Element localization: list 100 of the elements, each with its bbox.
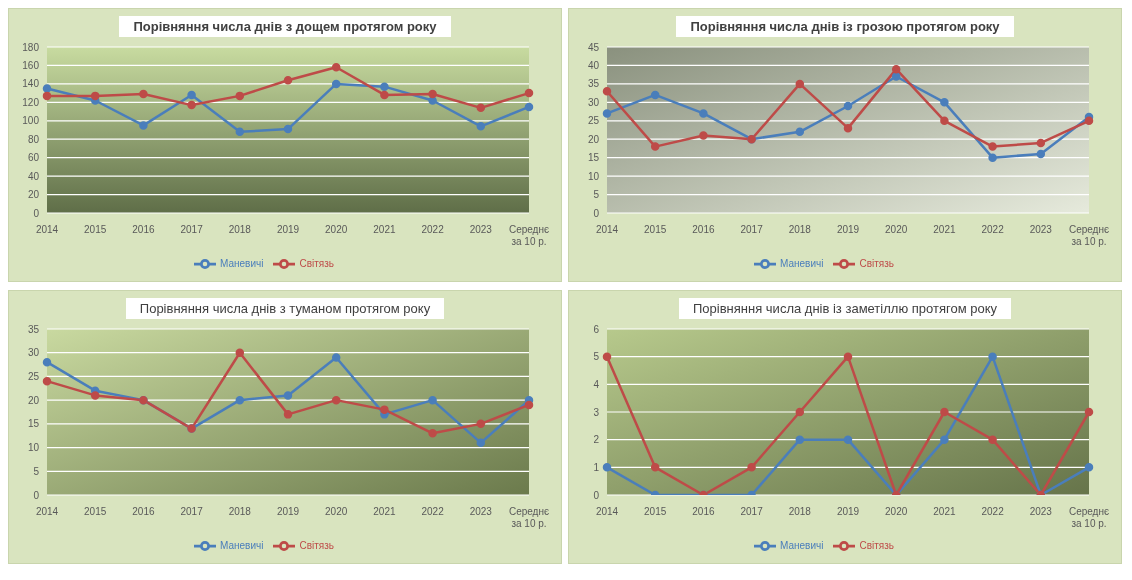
point xyxy=(139,89,148,99)
x-tick-label: 2014 xyxy=(595,506,619,517)
y-tick-label: 40 xyxy=(587,59,600,71)
point xyxy=(795,79,805,89)
point xyxy=(747,463,756,472)
point xyxy=(843,101,853,111)
point xyxy=(843,435,853,444)
point xyxy=(602,352,612,361)
x-tick-label: 2021 xyxy=(933,506,956,517)
point xyxy=(891,64,901,74)
y-tick-label: 1 xyxy=(593,461,600,473)
y-tick-label: 0 xyxy=(593,207,600,219)
point xyxy=(940,435,949,444)
x-tick-label: 2015 xyxy=(644,224,667,235)
point xyxy=(988,352,997,361)
x-tick-label: Середнє за 10 р. xyxy=(1068,506,1110,529)
x-tick-label: Середнє за 10 р. xyxy=(508,224,550,247)
x-tick-label: 2018 xyxy=(228,224,252,235)
x-tick-label: 2022 xyxy=(981,224,1005,235)
point xyxy=(235,348,245,357)
y-tick-label: 20 xyxy=(587,133,600,145)
x-tick-label: 2015 xyxy=(644,506,667,517)
point xyxy=(1084,407,1094,417)
y-tick-label: 40 xyxy=(27,170,40,182)
y-tick-label: 120 xyxy=(22,96,40,108)
y-tick-label: 25 xyxy=(587,115,600,127)
point xyxy=(90,391,100,400)
point xyxy=(650,90,660,100)
x-tick-label: 2019 xyxy=(836,224,860,235)
chart-title: Порівняння числа днів з туманом протягом року xyxy=(125,298,445,319)
point xyxy=(428,89,437,99)
x-tick-label: 2022 xyxy=(981,506,1005,517)
x-tick-label: 2018 xyxy=(788,506,812,517)
y-tick-label: 3 xyxy=(593,406,600,418)
legend-label: Маневичі xyxy=(220,539,264,551)
y-tick-label: 180 xyxy=(22,41,40,53)
point xyxy=(380,90,389,100)
x-tick-label: 2016 xyxy=(132,506,155,517)
x-tick-label: 2023 xyxy=(469,224,493,235)
point xyxy=(1084,463,1094,472)
x-tick-label: 2017 xyxy=(740,224,764,235)
point xyxy=(235,395,245,405)
point xyxy=(988,153,997,162)
point xyxy=(235,127,245,137)
x-tick-label: 2017 xyxy=(740,506,764,517)
y-tick-label: 5 xyxy=(593,351,600,363)
legend-label: Світязь xyxy=(859,539,894,551)
point xyxy=(428,96,437,105)
y-tick-label: 0 xyxy=(33,207,40,219)
y-tick-label: 15 xyxy=(587,152,600,164)
legend-label: Маневичі xyxy=(220,257,264,269)
y-tick-label: 35 xyxy=(27,323,40,335)
point xyxy=(1084,116,1094,126)
point xyxy=(187,90,196,100)
x-tick-label: 2018 xyxy=(228,506,252,517)
legend-label: Світязь xyxy=(859,257,894,269)
x-tick-label: 2019 xyxy=(276,506,300,517)
point xyxy=(187,100,196,110)
point xyxy=(331,63,341,72)
x-tick-label: 2014 xyxy=(595,224,619,235)
point xyxy=(843,352,853,361)
x-tick-label: 2020 xyxy=(325,506,348,517)
point xyxy=(524,88,534,98)
point xyxy=(1036,138,1046,148)
chart-title: Порівняння числа днів із заметіллю протягом року xyxy=(679,298,1011,319)
y-tick-label: 140 xyxy=(22,78,40,90)
point xyxy=(476,122,486,131)
point xyxy=(940,98,949,107)
x-tick-label: 2020 xyxy=(885,506,908,517)
y-tick-label: 2 xyxy=(593,434,600,446)
point xyxy=(524,102,534,112)
point xyxy=(428,395,437,405)
point xyxy=(331,353,341,362)
x-tick-label: 2016 xyxy=(692,224,715,235)
point xyxy=(1036,149,1046,159)
point xyxy=(650,463,660,472)
y-tick-label: 10 xyxy=(587,170,600,182)
y-tick-label: 35 xyxy=(587,78,600,90)
point xyxy=(476,438,486,448)
point xyxy=(283,124,293,134)
x-tick-label: 2021 xyxy=(373,506,396,517)
point xyxy=(42,84,52,93)
x-tick-label: 2017 xyxy=(180,506,204,517)
point xyxy=(602,87,612,96)
y-tick-label: 80 xyxy=(27,133,40,145)
x-tick-label: 2023 xyxy=(469,506,493,517)
point xyxy=(42,91,52,101)
x-tick-label: 2022 xyxy=(421,506,445,517)
y-tick-label: 160 xyxy=(22,59,40,71)
point xyxy=(331,79,341,89)
legend-label: Світязь xyxy=(299,257,334,269)
x-tick-label: 2019 xyxy=(836,506,860,517)
y-tick-label: 10 xyxy=(27,442,40,454)
y-tick-label: 0 xyxy=(593,489,600,501)
x-tick-label: Середнє за 10 р. xyxy=(1068,224,1110,247)
point xyxy=(988,142,997,151)
legend-label: Маневичі xyxy=(780,257,824,269)
x-tick-label: 2014 xyxy=(35,224,59,235)
x-tick-label: 2016 xyxy=(132,224,155,235)
point xyxy=(428,429,437,438)
